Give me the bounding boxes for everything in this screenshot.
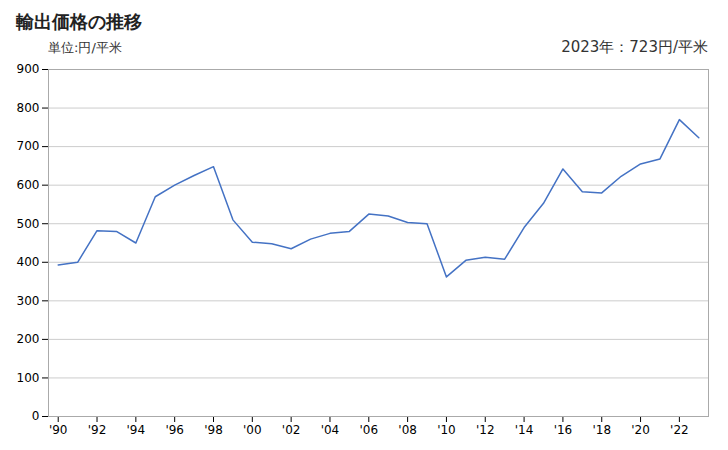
svg-text:'04: '04 [321, 423, 340, 437]
svg-text:'00: '00 [243, 423, 262, 437]
svg-text:'14: '14 [515, 423, 534, 437]
svg-text:500: 500 [17, 217, 40, 231]
svg-text:200: 200 [17, 332, 40, 346]
html-text:単位:円/平米: 単位:円/平米 [48, 40, 122, 55]
svg-text:'10: '10 [437, 423, 456, 437]
svg-text:400: 400 [17, 255, 40, 269]
svg-text:'20: '20 [631, 423, 650, 437]
svg-text:'02: '02 [282, 423, 301, 437]
svg-text:300: 300 [17, 294, 40, 308]
html-text:2023年：723円/平米: 2023年：723円/平米 [561, 38, 708, 56]
svg-text:0: 0 [32, 409, 40, 423]
svg-text:'22: '22 [670, 423, 689, 437]
svg-text:800: 800 [17, 101, 40, 115]
svg-text:'92: '92 [88, 423, 107, 437]
svg-text:'16: '16 [554, 423, 573, 437]
svg-text:100: 100 [17, 371, 40, 385]
svg-text:'96: '96 [165, 423, 184, 437]
svg-text:'12: '12 [476, 423, 495, 437]
svg-text:'98: '98 [204, 423, 223, 437]
svg-text:'18: '18 [592, 423, 611, 437]
svg-text:600: 600 [17, 178, 40, 192]
html-text:輸出価格の推移: 輸出価格の推移 [16, 11, 142, 32]
svg-text:900: 900 [17, 62, 40, 76]
svg-text:'08: '08 [398, 423, 417, 437]
svg-text:'06: '06 [360, 423, 379, 437]
svg-text:'94: '94 [127, 423, 146, 437]
svg-text:700: 700 [17, 139, 40, 153]
svg-text:'90: '90 [49, 423, 68, 437]
